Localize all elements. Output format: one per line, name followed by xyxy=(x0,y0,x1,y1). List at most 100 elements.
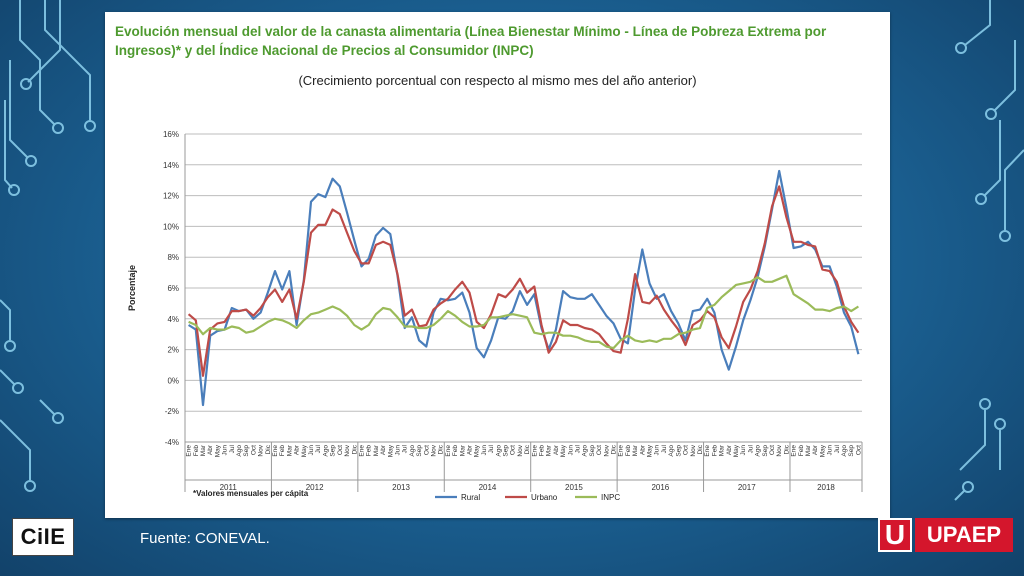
x-tick-label: Jun xyxy=(394,445,401,456)
series-line-urbano xyxy=(187,185,860,377)
x-tick-label: Oct xyxy=(510,445,517,455)
x-tick-label: Mar xyxy=(459,444,466,456)
footnote: *Valores mensuales per cápita xyxy=(193,489,309,498)
upaep-logo-mark: U xyxy=(878,518,912,552)
ciie-logo: CiIE xyxy=(12,518,74,556)
x-tick-label: Dic xyxy=(351,444,358,454)
upaep-logo-word: UPAEP xyxy=(915,518,1013,552)
x-tick-label: Ene xyxy=(445,445,452,457)
x-tick-label: Oct xyxy=(337,445,344,455)
x-tick-label: Feb xyxy=(539,445,546,457)
x-tick-label: Abr xyxy=(380,444,387,455)
x-tick-label: May xyxy=(819,444,826,457)
y-tick-label: 8% xyxy=(167,253,179,262)
x-tick-label: Nov xyxy=(344,444,351,456)
year-label: 2011 xyxy=(220,483,238,492)
x-tick-label: Mar xyxy=(286,444,293,456)
year-label: 2015 xyxy=(565,483,583,492)
x-tick-label: May xyxy=(214,444,221,457)
x-tick-label: Feb xyxy=(798,445,805,457)
x-tick-label: Jul xyxy=(402,444,409,453)
chart-subtitle: (Crecimiento porcentual con respecto al … xyxy=(298,73,697,88)
x-tick-label: Ago xyxy=(668,445,675,457)
x-tick-label: Ene xyxy=(618,445,625,457)
x-tick-label: Ago xyxy=(841,445,848,457)
x-tick-label: May xyxy=(387,444,394,457)
x-tick-label: May xyxy=(647,444,654,457)
x-tick-label: Jul xyxy=(834,444,841,453)
x-tick-label: Mar xyxy=(719,444,726,456)
series-line-inpc xyxy=(188,274,859,350)
x-tick-label: Jun xyxy=(222,445,229,456)
x-tick-label: Nov xyxy=(690,444,697,456)
x-tick-label: Mar xyxy=(373,444,380,456)
x-tick-label: Oct xyxy=(769,445,776,455)
x-tick-label: Jul xyxy=(661,444,668,453)
x-tick-label: Mar xyxy=(805,444,812,456)
x-tick-label: Sep xyxy=(675,445,682,457)
x-tick-label: Feb xyxy=(279,445,286,457)
x-tick-label: Jul xyxy=(747,444,754,453)
x-tick-label: Ago xyxy=(755,445,762,457)
x-tick-label: Sep xyxy=(416,445,423,457)
x-tick-label: Dic xyxy=(611,444,618,454)
x-tick-label: Nov xyxy=(517,444,524,456)
x-tick-label: Oct xyxy=(683,445,690,455)
x-tick-label: Feb xyxy=(366,445,373,457)
x-tick-label: Feb xyxy=(625,445,632,457)
year-label: 2013 xyxy=(392,483,410,492)
year-label: 2016 xyxy=(651,483,669,492)
x-tick-label: Dic xyxy=(697,444,704,454)
x-tick-label: Dic xyxy=(265,444,272,454)
x-tick-label: Jul xyxy=(229,444,236,453)
year-label: 2018 xyxy=(817,483,835,492)
x-tick-label: Sep xyxy=(848,445,855,457)
upaep-logo: U UPAEP xyxy=(878,518,1013,552)
x-tick-label: Dic xyxy=(438,444,445,454)
y-tick-label: 4% xyxy=(167,315,179,324)
y-tick-label: 16% xyxy=(163,130,179,139)
x-tick-label: Ene xyxy=(186,445,193,457)
y-tick-label: 6% xyxy=(167,284,179,293)
y-tick-label: 2% xyxy=(167,346,179,355)
x-tick-label: Nov xyxy=(603,444,610,456)
x-tick-label: Nov xyxy=(430,444,437,456)
x-tick-label: Jun xyxy=(654,445,661,456)
x-tick-label: Oct xyxy=(855,445,862,455)
x-tick-label: Nov xyxy=(776,444,783,456)
legend-label-rural: Rural xyxy=(461,493,480,502)
x-tick-label: Jul xyxy=(575,444,582,453)
x-tick-label: Jun xyxy=(827,445,834,456)
x-tick-label: Dic xyxy=(524,444,531,454)
chart-title: Evolución mensual del valor de la canast… xyxy=(115,24,827,58)
x-tick-label: Ago xyxy=(582,445,589,457)
x-tick-label: Mar xyxy=(546,444,553,456)
y-tick-label: 14% xyxy=(163,161,179,170)
x-tick-label: Ago xyxy=(495,445,502,457)
y-axis-title: Porcentaje xyxy=(127,265,137,311)
year-label: 2012 xyxy=(306,483,324,492)
source-note: Fuente: CONEVAL. xyxy=(140,530,270,547)
x-tick-label: Mar xyxy=(632,444,639,456)
x-tick-label: Ene xyxy=(531,445,538,457)
x-tick-label: Jun xyxy=(481,445,488,456)
x-tick-label: Abr xyxy=(294,444,301,455)
x-tick-label: Oct xyxy=(423,445,430,455)
line-chart: -4% -2% 0% 2% 4% 6% 8% 10% 12% 14% 16% Porcentaje En… xyxy=(127,130,863,502)
x-tick-label: Ene xyxy=(704,445,711,457)
x-tick-label: Abr xyxy=(812,444,819,455)
x-tick-label: Abr xyxy=(553,444,560,455)
y-tick-label: 12% xyxy=(163,192,179,201)
x-tick-label: Nov xyxy=(258,444,265,456)
y-tick-label: -4% xyxy=(165,438,179,447)
x-tick-label: Sep xyxy=(762,445,769,457)
x-tick-label: Ene xyxy=(791,445,798,457)
chart-panel: Evolución mensual del valor de la canast… xyxy=(105,12,890,518)
y-tick-label: -2% xyxy=(165,407,179,416)
x-tick-label: May xyxy=(474,444,481,457)
x-tick-label: Sep xyxy=(589,445,596,457)
year-label: 2017 xyxy=(738,483,756,492)
x-tick-label: Abr xyxy=(207,444,214,455)
x-tick-label: Ene xyxy=(358,445,365,457)
